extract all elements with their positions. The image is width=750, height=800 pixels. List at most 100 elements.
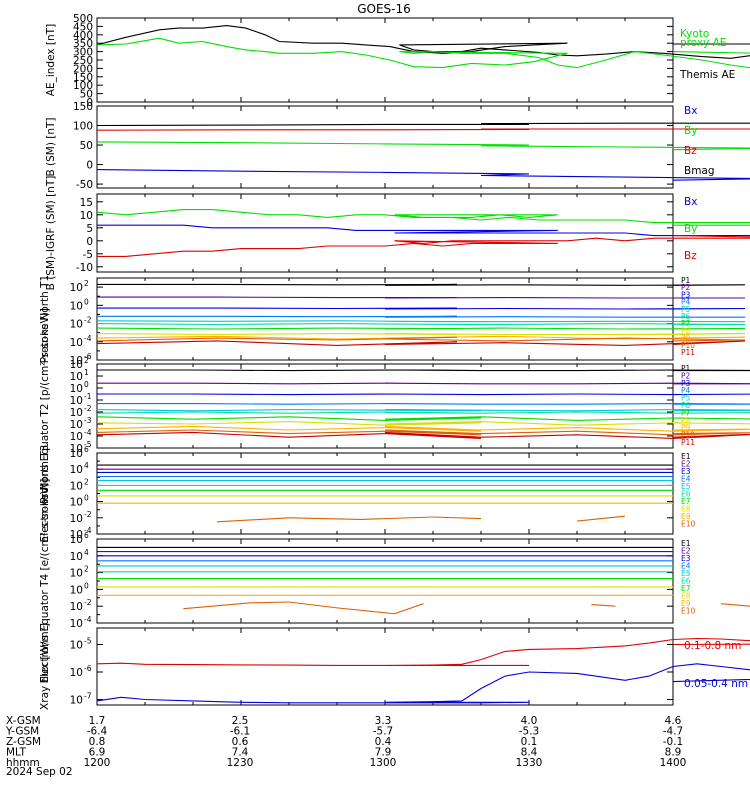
- y-tick-label: 350: [73, 38, 93, 50]
- row-value: 8.9: [665, 747, 682, 759]
- legend-label: proxy AE: [680, 37, 726, 49]
- panel-frame: [96, 17, 674, 103]
- y-tick-label: 10: [70, 568, 83, 580]
- series-line-E10: [591, 603, 616, 607]
- y-tick-exponent: -2: [84, 404, 92, 413]
- panel-frame: [96, 627, 674, 706]
- y-tick-label: 10: [70, 529, 83, 541]
- y-tick-exponent: 0: [84, 297, 89, 306]
- channel-label-P2: P2: [681, 283, 691, 292]
- row-value: 1200: [84, 757, 111, 769]
- row-value: -5.7: [373, 726, 394, 738]
- y-axis-label: Electrons Equator T4 [e/(cm²-s-sr-keV)]: [39, 479, 51, 684]
- series-line-P7: [96, 327, 746, 330]
- series-line-E10: [576, 515, 626, 522]
- y-tick-exponent: -6: [84, 664, 92, 673]
- channel-label-P4: P4: [681, 298, 691, 307]
- y-tick-label: 10: [70, 431, 83, 443]
- series-line-E10: [394, 603, 424, 615]
- y-axis-label: Protons North T1: [39, 275, 51, 363]
- y-tick-label: 10: [70, 464, 83, 476]
- y-tick-exponent: 0: [84, 581, 89, 590]
- channel-label-E7: E7: [681, 584, 691, 593]
- y-tick-label: 0: [86, 97, 93, 109]
- y-tick-label: -50: [76, 179, 93, 191]
- panel-2: -50 0 50 100 150 B (SM) [nT] Bx By Bz Bmag: [45, 101, 750, 191]
- y-tick-label: 250: [73, 55, 93, 67]
- channel-label-E7: E7: [681, 497, 691, 506]
- series-line-P3: [97, 307, 746, 310]
- row-value: -0.1: [663, 736, 684, 748]
- y-tick-label: 10: [70, 584, 83, 596]
- y-tick-label: 10: [70, 407, 83, 419]
- y-tick-label: 50: [80, 140, 93, 152]
- y-tick-label: 100: [73, 121, 93, 133]
- y-tick-exponent: -5: [84, 637, 92, 646]
- series-line-E10: [720, 603, 750, 607]
- series-line-P4: [97, 315, 745, 318]
- figure-title: GOES-16: [357, 2, 411, 16]
- series-line-P10: [96, 336, 746, 342]
- channel-label-P5: P5: [681, 394, 691, 403]
- series-line-P9: [96, 335, 746, 340]
- channel-label-P1: P1: [681, 364, 691, 373]
- row-label: MLT: [6, 747, 26, 759]
- row-value: -6.1: [230, 726, 251, 738]
- y-tick-label: 10: [70, 337, 83, 349]
- row-value: 1230: [227, 757, 254, 769]
- y-tick-exponent: 2: [84, 356, 89, 365]
- y-tick-exponent: 2: [84, 279, 89, 288]
- row-value: -5.3: [519, 726, 540, 738]
- panel-frame: [96, 277, 674, 361]
- y-tick-label: 0: [86, 236, 93, 248]
- channel-label-P6: P6: [681, 312, 691, 321]
- channel-label-E3: E3: [681, 554, 691, 563]
- legend-label: Bmag: [684, 165, 715, 177]
- channel-label-E5: E5: [681, 569, 691, 578]
- row-value: 0.4: [375, 736, 392, 748]
- channel-label-E9: E9: [681, 512, 691, 521]
- y-axis-label: AE_index [nT]: [45, 24, 57, 96]
- channel-label-E3: E3: [681, 467, 691, 476]
- channel-label-E8: E8: [681, 592, 691, 601]
- y-tick-label: 10: [70, 448, 83, 460]
- y-tick-label: 10: [70, 282, 83, 294]
- legend-label: Bx: [684, 105, 697, 117]
- y-tick-label: 10: [70, 497, 83, 509]
- row-label: Z-GSM: [6, 736, 41, 748]
- channel-label-P1: P1: [681, 276, 691, 285]
- y-tick-exponent: -2: [84, 316, 92, 325]
- channel-label-P2: P2: [681, 371, 691, 380]
- series-line-Bz: [97, 235, 750, 257]
- y-tick-exponent: -4: [84, 615, 92, 624]
- y-tick-exponent: -2: [84, 598, 92, 607]
- series-line-E10: [360, 516, 434, 520]
- series-line-P2: [97, 296, 745, 299]
- channel-label-P8: P8: [681, 416, 691, 425]
- row-value: 1300: [370, 757, 397, 769]
- series-line-P1: [97, 369, 750, 372]
- legend-label: 0.05-0.4 nm: [684, 678, 748, 690]
- y-tick-label: 10: [70, 359, 83, 371]
- y-tick-label: 10: [70, 667, 83, 679]
- row-value: 7.9: [375, 747, 392, 759]
- y-tick-exponent: -4: [84, 428, 92, 437]
- series-line-E10: [183, 602, 251, 610]
- series-line-Bx: [96, 169, 750, 181]
- series-line-Bz: [96, 128, 750, 131]
- y-tick-exponent: 2: [84, 477, 89, 486]
- series-line-P11: [96, 340, 746, 346]
- y-tick-label: 10: [70, 640, 83, 652]
- series-line-P1: [97, 283, 746, 286]
- series-line-P7: [96, 416, 750, 421]
- y-tick-exponent: 4: [84, 548, 89, 557]
- y-tick-label: 10: [70, 419, 83, 431]
- channel-label-E10: E10: [681, 607, 696, 616]
- row-label: X-GSM: [6, 715, 41, 727]
- channel-label-P3: P3: [681, 290, 691, 299]
